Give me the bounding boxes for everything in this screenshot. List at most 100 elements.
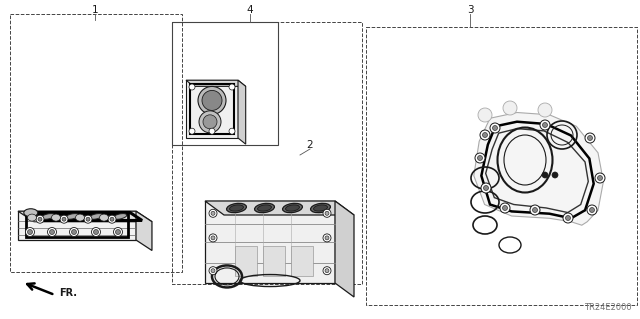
Circle shape	[483, 132, 488, 137]
Circle shape	[502, 205, 508, 211]
Ellipse shape	[28, 214, 36, 221]
Circle shape	[481, 183, 491, 193]
Polygon shape	[186, 80, 246, 86]
Ellipse shape	[310, 203, 330, 213]
Ellipse shape	[257, 205, 271, 211]
Ellipse shape	[24, 209, 38, 217]
Text: 2: 2	[307, 140, 314, 150]
Polygon shape	[18, 211, 152, 222]
Bar	[366, 27, 637, 305]
Circle shape	[113, 227, 122, 236]
Text: 3: 3	[467, 5, 474, 15]
Circle shape	[542, 172, 548, 178]
Circle shape	[47, 227, 56, 236]
Circle shape	[86, 217, 90, 221]
Circle shape	[540, 120, 550, 130]
Circle shape	[93, 229, 99, 234]
Circle shape	[323, 234, 331, 242]
Circle shape	[108, 215, 116, 223]
Polygon shape	[186, 80, 238, 138]
Ellipse shape	[255, 203, 275, 213]
Ellipse shape	[285, 205, 300, 211]
Ellipse shape	[99, 214, 109, 221]
Circle shape	[477, 155, 483, 160]
Circle shape	[72, 229, 77, 234]
Circle shape	[587, 205, 597, 215]
Circle shape	[483, 186, 488, 190]
Circle shape	[543, 122, 547, 128]
Circle shape	[325, 269, 329, 273]
Circle shape	[84, 215, 92, 223]
Circle shape	[589, 207, 595, 212]
Circle shape	[530, 205, 540, 215]
Circle shape	[36, 215, 44, 223]
Ellipse shape	[283, 203, 303, 213]
Circle shape	[203, 115, 217, 129]
Circle shape	[480, 130, 490, 140]
Polygon shape	[235, 246, 257, 277]
Ellipse shape	[76, 214, 84, 221]
Circle shape	[493, 125, 497, 130]
Polygon shape	[205, 201, 354, 215]
Circle shape	[211, 236, 215, 240]
Circle shape	[323, 209, 331, 217]
Circle shape	[563, 213, 573, 223]
Polygon shape	[335, 201, 354, 297]
Circle shape	[189, 128, 195, 134]
Ellipse shape	[314, 205, 328, 211]
Ellipse shape	[89, 214, 103, 219]
Circle shape	[229, 84, 235, 90]
Circle shape	[323, 267, 331, 275]
Circle shape	[92, 227, 100, 236]
Circle shape	[490, 123, 500, 133]
Circle shape	[325, 211, 329, 215]
Circle shape	[38, 217, 42, 221]
Circle shape	[26, 227, 35, 236]
Circle shape	[209, 267, 217, 275]
Circle shape	[503, 101, 517, 115]
Circle shape	[500, 203, 510, 213]
Ellipse shape	[113, 214, 127, 219]
Bar	[10, 14, 182, 272]
Ellipse shape	[227, 203, 246, 213]
Circle shape	[110, 217, 114, 221]
Polygon shape	[238, 80, 246, 144]
Circle shape	[325, 236, 329, 240]
Circle shape	[598, 175, 602, 181]
Circle shape	[585, 133, 595, 143]
Circle shape	[478, 108, 492, 122]
Ellipse shape	[230, 205, 243, 211]
Circle shape	[202, 90, 222, 110]
Circle shape	[566, 216, 570, 220]
Text: TR24E2000: TR24E2000	[584, 303, 632, 312]
Circle shape	[199, 111, 221, 133]
Text: 1: 1	[92, 5, 99, 15]
Circle shape	[115, 229, 120, 234]
Circle shape	[28, 229, 33, 234]
Circle shape	[62, 217, 66, 221]
Circle shape	[209, 209, 217, 217]
Circle shape	[211, 269, 215, 273]
Ellipse shape	[41, 214, 55, 219]
Circle shape	[595, 173, 605, 183]
Circle shape	[49, 229, 54, 234]
Circle shape	[552, 172, 558, 178]
Circle shape	[532, 207, 538, 212]
Circle shape	[229, 128, 235, 134]
Circle shape	[60, 215, 68, 223]
Bar	[172, 22, 278, 145]
Text: FR.: FR.	[59, 288, 77, 298]
Circle shape	[209, 234, 217, 242]
Ellipse shape	[65, 214, 79, 219]
Polygon shape	[136, 211, 152, 250]
Text: 4: 4	[246, 5, 253, 15]
Polygon shape	[263, 246, 285, 277]
Bar	[172, 22, 362, 284]
Circle shape	[198, 86, 226, 115]
Circle shape	[538, 103, 552, 117]
Ellipse shape	[51, 214, 61, 221]
Circle shape	[189, 84, 195, 90]
Circle shape	[209, 128, 215, 134]
Circle shape	[475, 153, 485, 163]
Circle shape	[211, 211, 215, 215]
